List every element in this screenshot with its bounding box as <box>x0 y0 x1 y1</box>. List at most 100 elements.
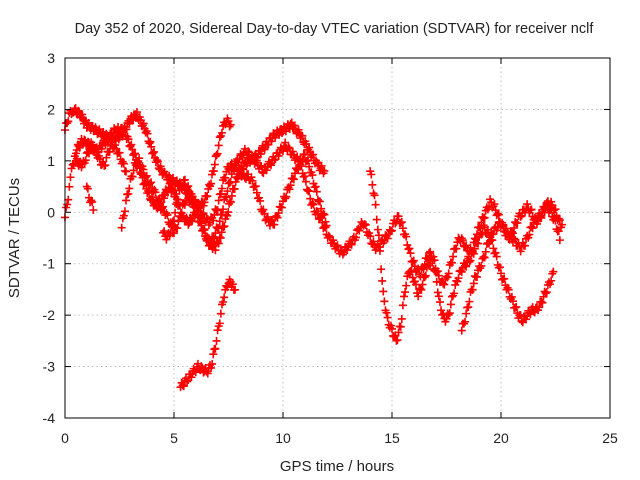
data-point <box>219 205 228 214</box>
data-point <box>163 211 172 220</box>
data-point <box>461 261 470 270</box>
data-point <box>480 253 489 262</box>
data-point <box>271 155 280 164</box>
data-point <box>208 359 217 368</box>
data-point <box>256 150 265 159</box>
data-point <box>197 219 206 228</box>
data-point <box>207 179 216 188</box>
data-point <box>537 297 546 306</box>
data-point <box>555 216 564 225</box>
data-point <box>160 227 169 236</box>
data-point <box>517 211 526 220</box>
data-point <box>434 271 443 280</box>
data-point <box>248 151 257 160</box>
data-point <box>534 217 543 226</box>
data-point <box>346 239 355 248</box>
y-tick-label: 0 <box>47 204 55 220</box>
data-point <box>132 108 141 117</box>
data-point <box>321 223 330 232</box>
data-point <box>366 167 375 176</box>
data-point <box>274 209 283 218</box>
data-point <box>172 189 181 198</box>
data-point <box>78 110 87 119</box>
data-point <box>396 322 405 331</box>
data-point <box>230 184 239 193</box>
data-point <box>211 246 220 255</box>
data-point <box>450 289 459 298</box>
data-point <box>281 138 290 147</box>
data-point <box>226 120 235 129</box>
data-point <box>308 199 317 208</box>
data-point <box>398 224 407 233</box>
data-point <box>508 229 517 238</box>
data-point <box>409 256 418 265</box>
data-point <box>125 184 134 193</box>
data-point <box>222 193 231 202</box>
x-tick-label: 10 <box>275 430 291 446</box>
data-point <box>227 191 236 200</box>
data-point <box>551 205 560 214</box>
data-point <box>453 277 462 286</box>
data-point <box>367 170 376 179</box>
data-point <box>67 164 76 173</box>
data-point <box>444 269 453 278</box>
data-point <box>210 210 219 219</box>
data-point <box>329 236 338 245</box>
data-point <box>382 308 391 317</box>
data-point <box>101 140 110 149</box>
data-point <box>65 182 74 191</box>
data-point <box>252 188 261 197</box>
data-point <box>457 326 466 335</box>
data-point <box>372 215 381 224</box>
data-point <box>66 173 75 182</box>
data-point <box>490 200 499 209</box>
data-point <box>439 279 448 288</box>
data-point <box>520 241 529 250</box>
data-point <box>241 174 250 183</box>
data-point <box>214 239 223 248</box>
data-point <box>244 147 253 156</box>
data-point <box>368 180 377 189</box>
data-point <box>120 207 129 216</box>
data-point <box>320 166 329 175</box>
data-point <box>477 261 486 270</box>
data-point <box>483 205 492 214</box>
data-point <box>149 148 158 157</box>
data-point <box>225 178 234 187</box>
data-point <box>165 179 174 188</box>
x-tick-label: 5 <box>170 430 178 446</box>
data-point <box>393 336 402 345</box>
data-point <box>468 285 477 294</box>
data-point <box>150 147 159 156</box>
data-point <box>525 230 534 239</box>
data-point <box>309 200 318 209</box>
data-point <box>170 216 178 225</box>
data-point <box>402 232 411 241</box>
data-point <box>142 171 151 180</box>
data-point <box>518 318 527 327</box>
data-point <box>176 212 185 221</box>
series-arc-3 <box>71 138 131 176</box>
y-tick-label: 3 <box>47 50 55 66</box>
data-point <box>469 279 478 288</box>
data-point <box>160 194 169 203</box>
data-point <box>216 309 225 318</box>
x-tick-label: 20 <box>493 430 509 446</box>
data-point <box>153 157 162 166</box>
data-point <box>147 178 156 187</box>
data-point <box>274 151 283 160</box>
data-point <box>212 336 221 345</box>
data-point <box>217 228 226 237</box>
data-point <box>284 143 293 152</box>
data-point <box>301 177 310 186</box>
data-point <box>184 182 193 191</box>
data-point <box>294 125 303 134</box>
data-point <box>513 218 522 227</box>
data-point <box>317 161 326 170</box>
data-point <box>154 195 163 204</box>
data-point <box>91 143 100 152</box>
data-point <box>188 217 197 226</box>
data-point <box>469 249 478 258</box>
data-point <box>185 187 194 196</box>
data-point <box>143 129 152 138</box>
